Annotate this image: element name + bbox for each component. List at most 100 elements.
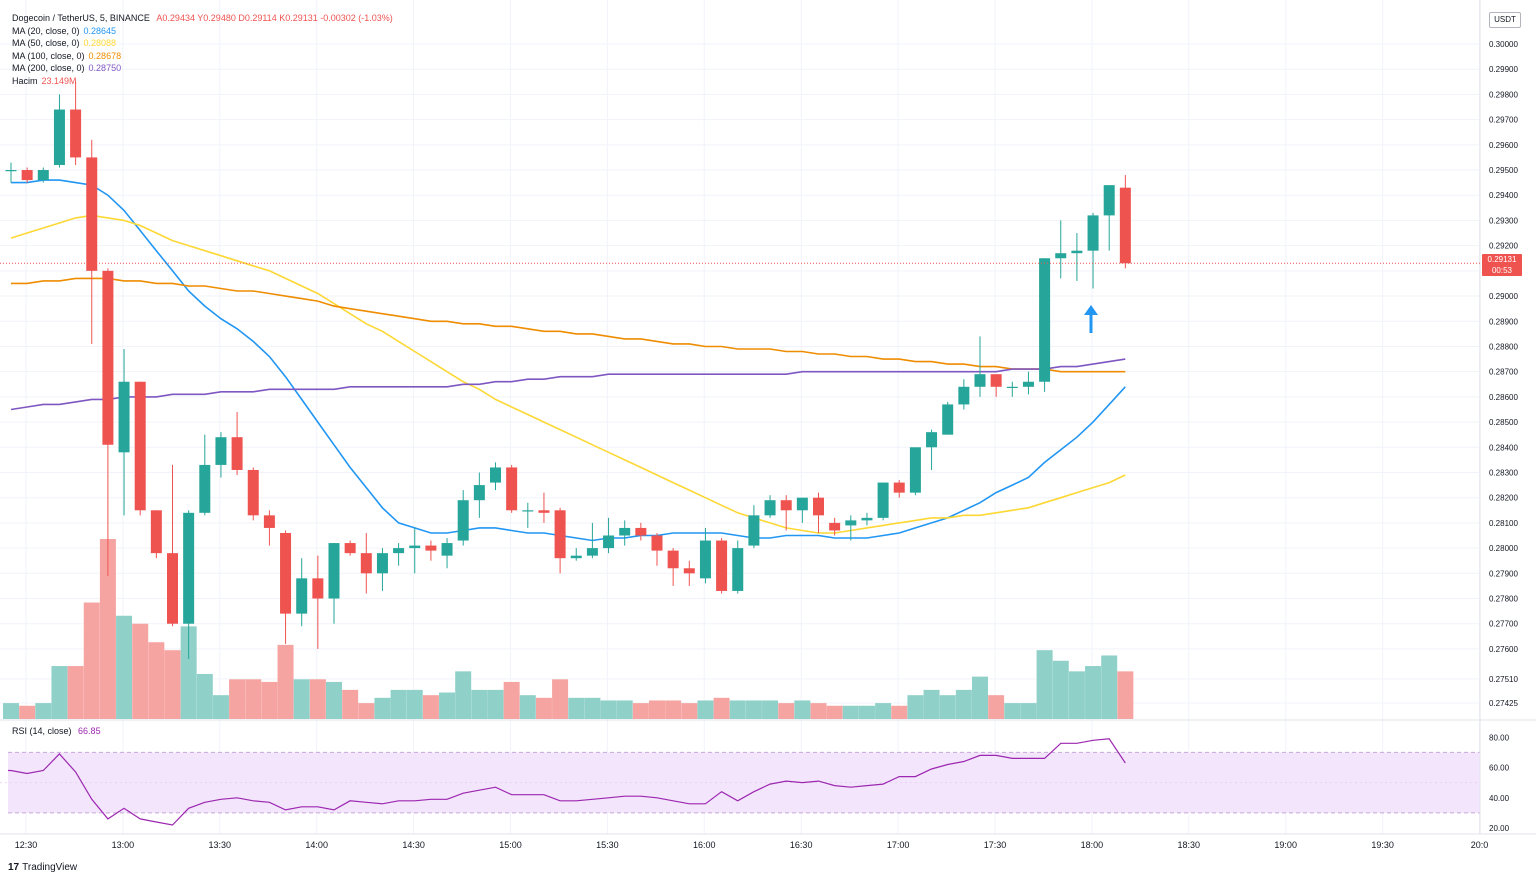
candle [716,538,728,594]
candle [1071,233,1083,281]
candle [506,464,518,513]
volume-bar [19,705,36,719]
candle-body [263,515,275,528]
rsi-tick-label: 20.00 [1489,824,1510,833]
candle [183,510,195,659]
candle-body [1055,253,1067,259]
price-tick-label: 0.30000 [1489,40,1518,49]
price-tick-label: 0.27700 [1489,620,1518,629]
volume-bar [503,681,520,719]
price-tick-label: 0.29200 [1489,242,1518,251]
volume-bar [939,695,956,719]
candle-body [635,527,647,536]
legend-volume: Hacim 23.149M [12,75,393,88]
volume-bar [116,615,133,719]
legend-ma100-value: 0.28678 [88,50,122,61]
volume-bar [972,676,988,719]
time-tick-label: 12:30 [15,840,38,850]
legend-ma50: MA (50, close, 0) 0.28088 [12,37,393,50]
legend-ma100: MA (100, close, 0) 0.28678 [12,50,393,63]
price-tick-label: 0.28400 [1489,443,1518,452]
volume-bar [616,700,633,719]
candle [554,507,566,574]
candle-body [1022,381,1034,387]
volume-bar [745,700,762,719]
volume-bar [261,681,278,719]
volume-bar [858,705,875,719]
volume-bar [1004,703,1021,719]
volume-bar [988,695,1005,719]
candle-body [732,548,744,591]
volume-bar [326,681,342,719]
currency-unit-button[interactable]: USDT [1489,12,1521,28]
candle-body [5,170,17,172]
last-price-value: 0.29131 [1487,255,1517,264]
candle [490,462,501,491]
volume-bar [649,700,665,719]
candle [344,540,356,556]
price-tick-label: 0.28000 [1489,544,1518,553]
candle-body [603,535,615,549]
candle [780,495,792,531]
candle-body [425,545,437,551]
price-tick-label: 0.27800 [1489,595,1518,604]
volume-bar [83,602,100,719]
candle [845,515,857,541]
candle [1006,381,1018,397]
candle-body [764,500,776,516]
candle-body [522,510,534,512]
volume-bar [875,703,892,719]
candle-body [958,386,970,405]
moving-average-line [11,277,1126,373]
legend-title: Dogecoin / TetherUS, 5, BINANCE [12,13,150,23]
volume-bar [132,623,149,719]
candle [5,162,17,183]
price-tick-label: 0.28200 [1489,494,1518,503]
candle [376,548,388,591]
volume-bar [180,626,197,719]
candle [796,497,808,523]
candle [425,540,437,561]
legend-ma50-value: 0.28088 [83,38,117,48]
volume-bar [406,689,423,719]
candle [764,495,776,518]
candle [909,447,921,496]
volume-bar [1052,660,1069,719]
tradingview-brand[interactable]: 17 TradingView [8,862,77,873]
candle [683,560,695,586]
candle-body [796,497,808,511]
volume-bar [794,700,811,719]
legend-volume-value: 23.149M [41,75,77,86]
time-tick-label: 18:30 [1178,840,1201,850]
volume-bar [245,679,262,719]
volume-bar [519,695,536,719]
candle-body [861,517,873,521]
candle-body [328,543,340,599]
volume-bar [164,650,181,719]
legend-ma100-label: MA (100, close, 0) [12,50,85,61]
volume-bar [1036,650,1053,719]
time-tick-label: 17:30 [984,840,1007,850]
candle [974,336,986,397]
price-axis: 0.30000 0.29900 0.29800 0.29700 0.29600 0.295… [1489,40,1518,833]
candle [522,502,534,528]
candle [102,268,114,576]
bar-countdown: 00:53 [1491,266,1513,275]
rsi-tick-label: 60.00 [1489,764,1510,773]
candle [457,490,469,546]
candle-body [490,467,501,483]
volume-bar [487,689,504,719]
candle-body [21,170,33,181]
price-tick-label: 0.28900 [1489,317,1518,326]
moving-average-line [10,358,1126,411]
volume-bar [1101,655,1118,719]
candle [312,555,324,649]
candle-body [813,497,824,516]
price-tick-label: 0.27425 [1489,699,1518,708]
candle [70,81,82,165]
volume-bar [342,689,359,719]
candle [990,374,1002,397]
volume-bar [3,703,19,719]
candle [619,520,631,546]
legend-ma20-label: MA (20, close, 0) [12,25,80,36]
